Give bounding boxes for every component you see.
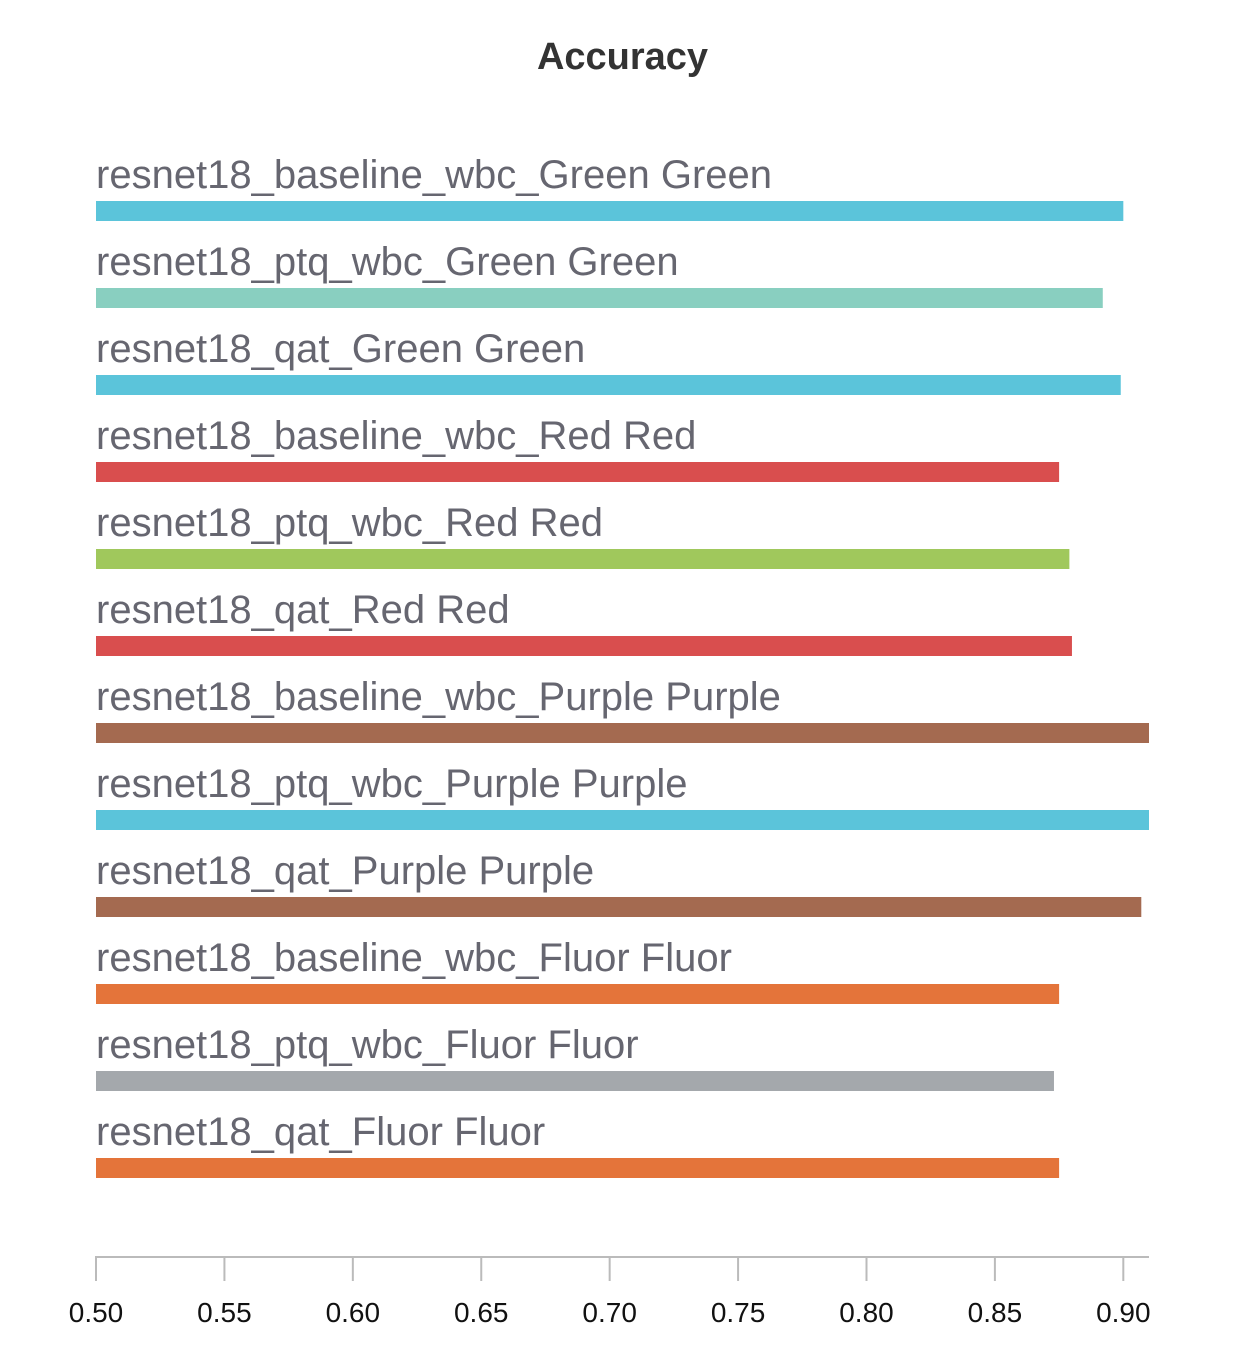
bar-label: resnet18_ptq_wbc_Fluor Fluor xyxy=(96,1023,639,1067)
x-tick-label: 0.50 xyxy=(69,1297,124,1328)
chart-title: Accuracy xyxy=(536,36,709,78)
bar xyxy=(96,636,1072,656)
bar xyxy=(96,549,1070,569)
x-tick-label: 0.90 xyxy=(1096,1297,1151,1328)
x-tick-label: 0.60 xyxy=(326,1297,381,1328)
bar-label: resnet18_qat_Fluor Fluor xyxy=(96,1110,545,1154)
bars-layer: resnet18_baseline_wbc_Green Green resnet1… xyxy=(96,153,1149,1178)
bar-label: resnet18_baseline_wbc_Green Green xyxy=(96,153,772,197)
bar xyxy=(96,462,1060,482)
bar xyxy=(96,1071,1054,1091)
bar-label: resnet18_baseline_wbc_Fluor Fluor xyxy=(96,936,732,980)
bar xyxy=(96,897,1142,917)
bar-label: resnet18_baseline_wbc_Purple Purple xyxy=(96,675,781,719)
x-tick-label: 0.85 xyxy=(968,1297,1023,1328)
bar xyxy=(96,810,1149,830)
x-tick-label: 0.75 xyxy=(711,1297,766,1328)
x-tick-label: 0.65 xyxy=(454,1297,509,1328)
x-tick-label: 0.55 xyxy=(197,1297,252,1328)
bar xyxy=(96,1158,1060,1178)
bar xyxy=(96,984,1060,1004)
bar-label: resnet18_qat_Green Green xyxy=(96,327,585,371)
x-axis: 0.50 0.55 0.60 0.65 0.70 0.75 0.80 0.85 0.90 xyxy=(69,1256,1151,1328)
x-tick-label: 0.70 xyxy=(582,1297,637,1328)
bar xyxy=(96,201,1124,221)
bar-label: resnet18_ptq_wbc_Red Red xyxy=(96,501,603,545)
bar-label: resnet18_qat_Purple Purple xyxy=(96,849,594,893)
bar-label: resnet18_ptq_wbc_Purple Purple xyxy=(96,762,688,806)
bar-label: resnet18_baseline_wbc_Red Red xyxy=(96,414,696,458)
bar-label: resnet18_qat_Red Red xyxy=(96,588,510,632)
bar xyxy=(96,375,1121,395)
x-tick-label: 0.80 xyxy=(839,1297,894,1328)
bar-label: resnet18_ptq_wbc_Green Green xyxy=(96,240,679,284)
bar xyxy=(96,723,1149,743)
bar xyxy=(96,288,1103,308)
